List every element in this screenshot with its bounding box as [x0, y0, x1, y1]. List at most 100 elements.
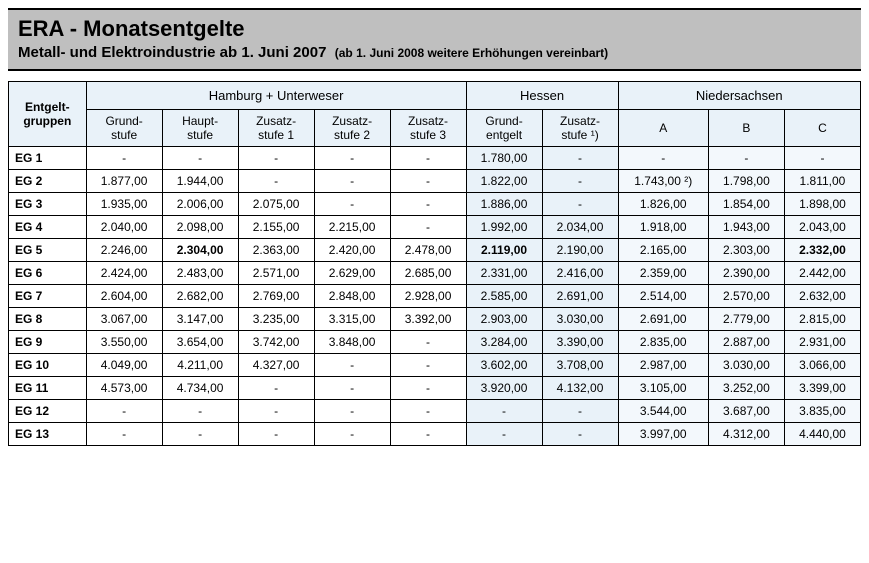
cell: 1.898,00: [784, 193, 860, 216]
table-row: EG 31.935,002.006,002.075,00--1.886,00-1…: [9, 193, 861, 216]
cell: 2.304,00: [162, 239, 238, 262]
cell: 4.312,00: [708, 423, 784, 446]
cell: -: [390, 423, 466, 446]
cell: 2.359,00: [618, 262, 708, 285]
row-label: EG 2: [9, 170, 87, 193]
cell: 3.284,00: [466, 331, 542, 354]
cell: -: [390, 147, 466, 170]
cell: 2.570,00: [708, 285, 784, 308]
cell: 2.331,00: [466, 262, 542, 285]
cell: 2.215,00: [314, 216, 390, 239]
cell: -: [238, 170, 314, 193]
table-row: EG 1-----1.780,00----: [9, 147, 861, 170]
cell: 2.043,00: [784, 216, 860, 239]
cell: 2.190,00: [542, 239, 618, 262]
cell: 3.066,00: [784, 354, 860, 377]
cell: -: [390, 331, 466, 354]
cell: 2.420,00: [314, 239, 390, 262]
cell: -: [390, 354, 466, 377]
cell: 3.848,00: [314, 331, 390, 354]
cell: -: [86, 423, 162, 446]
cell: 4.734,00: [162, 377, 238, 400]
cell: 2.604,00: [86, 285, 162, 308]
cell: -: [542, 147, 618, 170]
table-row: EG 114.573,004.734,00---3.920,004.132,00…: [9, 377, 861, 400]
cell: -: [86, 147, 162, 170]
cell: 3.602,00: [466, 354, 542, 377]
cell: -: [390, 216, 466, 239]
cell: 1.826,00: [618, 193, 708, 216]
cell: 3.708,00: [542, 354, 618, 377]
sub-header: Zusatz-stufe 3: [390, 110, 466, 147]
cell: 3.687,00: [708, 400, 784, 423]
cell: 2.075,00: [238, 193, 314, 216]
cell: -: [314, 377, 390, 400]
table-row: EG 72.604,002.682,002.769,002.848,002.92…: [9, 285, 861, 308]
row-label: EG 11: [9, 377, 87, 400]
region-header: Niedersachsen: [618, 82, 860, 110]
cell: 2.848,00: [314, 285, 390, 308]
table-row: EG 52.246,002.304,002.363,002.420,002.47…: [9, 239, 861, 262]
cell: -: [238, 423, 314, 446]
cell: 2.303,00: [708, 239, 784, 262]
cell: 2.629,00: [314, 262, 390, 285]
cell: -: [542, 193, 618, 216]
cell: 1.780,00: [466, 147, 542, 170]
cell: -: [314, 423, 390, 446]
cell: 2.006,00: [162, 193, 238, 216]
cell: -: [542, 400, 618, 423]
row-label: EG 4: [9, 216, 87, 239]
cell: 3.315,00: [314, 308, 390, 331]
table-row: EG 21.877,001.944,00---1.822,00-1.743,00…: [9, 170, 861, 193]
cell: -: [390, 170, 466, 193]
cell: 1.935,00: [86, 193, 162, 216]
cell: 4.327,00: [238, 354, 314, 377]
cell: 2.165,00: [618, 239, 708, 262]
region-header: Hamburg + Unterweser: [86, 82, 466, 110]
sub-header: A: [618, 110, 708, 147]
cell: -: [708, 147, 784, 170]
cell: 4.211,00: [162, 354, 238, 377]
cell: 2.903,00: [466, 308, 542, 331]
sub-header: Grund-stufe: [86, 110, 162, 147]
cell: 3.030,00: [542, 308, 618, 331]
corner-header: Entgelt-gruppen: [9, 82, 87, 147]
cell: 2.691,00: [542, 285, 618, 308]
cell: -: [238, 377, 314, 400]
table-row: EG 93.550,003.654,003.742,003.848,00-3.2…: [9, 331, 861, 354]
cell: 4.440,00: [784, 423, 860, 446]
cell: 2.514,00: [618, 285, 708, 308]
cell: 2.685,00: [390, 262, 466, 285]
subtitle-main: Metall- und Elektroindustrie ab 1. Juni …: [18, 44, 326, 61]
cell: 3.835,00: [784, 400, 860, 423]
cell: -: [86, 400, 162, 423]
cell: 3.920,00: [466, 377, 542, 400]
cell: 1.877,00: [86, 170, 162, 193]
cell: 3.544,00: [618, 400, 708, 423]
cell: 2.246,00: [86, 239, 162, 262]
cell: 2.332,00: [784, 239, 860, 262]
table-row: EG 42.040,002.098,002.155,002.215,00-1.9…: [9, 216, 861, 239]
table-row: EG 13-------3.997,004.312,004.440,00: [9, 423, 861, 446]
cell: 3.235,00: [238, 308, 314, 331]
cell: 1.992,00: [466, 216, 542, 239]
cell: 2.098,00: [162, 216, 238, 239]
cell: 2.928,00: [390, 285, 466, 308]
cell: 3.997,00: [618, 423, 708, 446]
cell: -: [466, 423, 542, 446]
cell: 2.931,00: [784, 331, 860, 354]
subtitle-note: (ab 1. Juni 2008 weitere Erhöhungen vere…: [335, 46, 608, 60]
cell: 1.886,00: [466, 193, 542, 216]
cell: -: [162, 423, 238, 446]
cell: 2.682,00: [162, 285, 238, 308]
cell: 3.105,00: [618, 377, 708, 400]
table-row: EG 12-------3.544,003.687,003.835,00: [9, 400, 861, 423]
cell: 2.691,00: [618, 308, 708, 331]
cell: 2.424,00: [86, 262, 162, 285]
row-label: EG 6: [9, 262, 87, 285]
title: ERA - Monatsentgelte: [18, 16, 851, 42]
sub-header: Grund-entgelt: [466, 110, 542, 147]
cell: -: [314, 193, 390, 216]
cell: 4.049,00: [86, 354, 162, 377]
cell: -: [542, 423, 618, 446]
